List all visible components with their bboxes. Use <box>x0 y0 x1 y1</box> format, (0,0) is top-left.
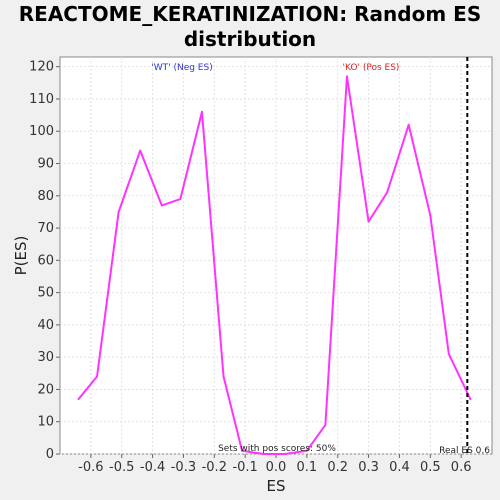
data-point <box>305 449 308 452</box>
y-tick-label: 80 <box>37 189 54 204</box>
data-point <box>284 453 287 455</box>
data-point <box>222 375 225 378</box>
data-point <box>241 449 244 452</box>
data-point <box>324 423 327 426</box>
series-layer <box>77 75 472 455</box>
x-tick-label: 0.1 <box>297 460 318 475</box>
chart-title: REACTOME_KERATINIZATION: Random ES distr… <box>18 2 482 51</box>
pos-es-label: 'KO' (Pos ES) <box>343 63 400 73</box>
y-tick-label: 30 <box>37 350 54 365</box>
y-tick-label: 90 <box>37 157 54 172</box>
y-tick-label: 110 <box>29 92 54 107</box>
x-tick-label: -0.6 <box>78 460 103 475</box>
data-point <box>367 220 370 223</box>
y-axis-title: P(ES) <box>12 236 30 276</box>
data-point <box>345 75 348 78</box>
y-tick-label: 40 <box>37 318 54 333</box>
sets-pos-note: Sets with pos scores: 50% <box>218 444 336 454</box>
series-line <box>77 75 472 455</box>
x-tick-label: 0.3 <box>358 460 379 475</box>
neg-es-label: 'WT' (Neg ES) <box>151 63 212 73</box>
y-tick-label: 50 <box>37 286 54 301</box>
data-point <box>77 398 80 401</box>
x-tick-label: 0.4 <box>389 460 410 475</box>
x-tick-label: -0.1 <box>232 460 257 475</box>
data-point <box>386 191 389 194</box>
data-point <box>139 149 142 152</box>
data-point <box>96 375 99 378</box>
y-tick-label: 70 <box>37 221 54 236</box>
x-tick-label: -0.2 <box>202 460 227 475</box>
data-point <box>262 453 265 455</box>
x-tick-label: -0.3 <box>171 460 196 475</box>
data-point <box>117 210 120 213</box>
real-es-label: Real ES 0.6 <box>439 446 490 456</box>
y-tick-label: 20 <box>37 382 54 397</box>
data-point <box>469 398 472 401</box>
y-tick-label: 120 <box>29 60 54 75</box>
x-tick-label: 0.6 <box>451 460 472 475</box>
axis-layer: -0.6 -0.5 -0.4 -0.3 -0.2 -0.1 0.0 0.1 0.2 0.3 0.4 0… <box>12 60 471 495</box>
data-point <box>200 110 203 113</box>
data-point <box>407 123 410 126</box>
plot-area <box>59 56 493 455</box>
x-tick-label: 0.0 <box>266 460 287 475</box>
data-point <box>429 214 432 217</box>
data-point <box>160 204 163 207</box>
x-tick-label: 0.5 <box>420 460 441 475</box>
x-tick-label: -0.4 <box>140 460 165 475</box>
data-point <box>447 352 450 355</box>
x-tick-label: -0.5 <box>109 460 134 475</box>
y-tick-label: 100 <box>29 124 54 139</box>
annotation-layer: Real ES 0.6 'WT' (Neg ES) 'KO' (Pos ES) Set… <box>151 57 490 456</box>
grid-layer <box>60 57 492 455</box>
y-tick-label: 0 <box>46 447 54 462</box>
y-tick-label: 10 <box>37 415 54 430</box>
x-tick-label: 0.2 <box>327 460 348 475</box>
x-axis-title: ES <box>267 477 286 495</box>
y-tick-label: 60 <box>37 253 54 268</box>
data-point <box>179 198 182 201</box>
